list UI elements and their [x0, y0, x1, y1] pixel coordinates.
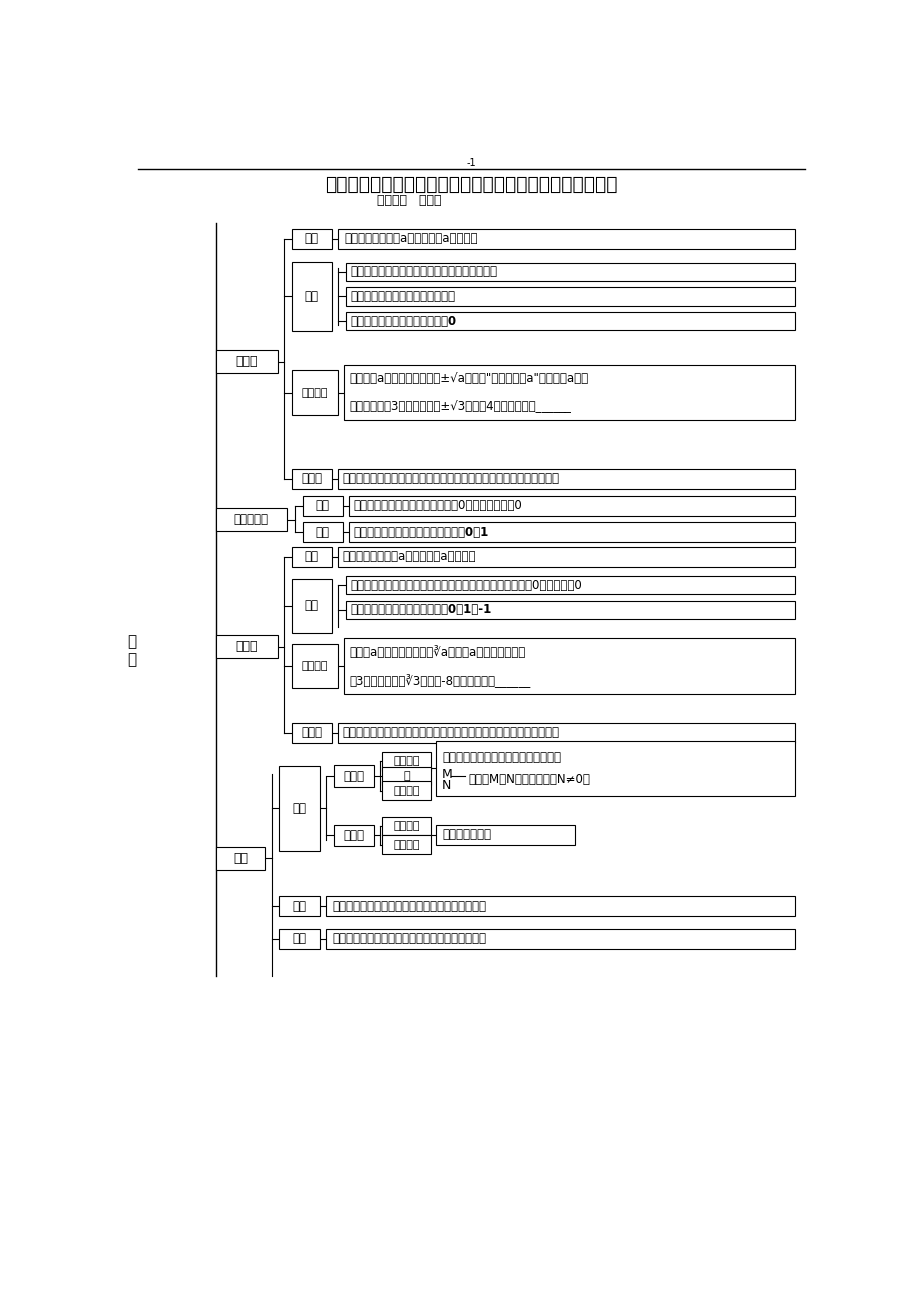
FancyBboxPatch shape [344, 638, 795, 694]
Text: 定义: 定义 [315, 500, 329, 512]
Text: -1: -1 [466, 158, 476, 168]
Text: 性质: 性质 [292, 900, 306, 913]
FancyBboxPatch shape [325, 896, 795, 917]
FancyBboxPatch shape [381, 781, 431, 799]
Text: 符号表示: 符号表示 [301, 388, 328, 397]
Text: 正无理数: 正无理数 [392, 822, 419, 831]
Text: 一个数的平方等于a，这个数叫a的平方根: 一个数的平方等于a，这个数叫a的平方根 [344, 232, 477, 245]
Text: 零: 零 [403, 771, 409, 781]
Text: 性质: 性质 [315, 526, 329, 539]
Text: 有理数: 有理数 [343, 769, 364, 783]
FancyBboxPatch shape [279, 928, 319, 949]
Text: 一个正数有正、负两个平方根，它们互为相反数: 一个正数有正、负两个平方根，它们互为相反数 [350, 266, 497, 279]
FancyBboxPatch shape [216, 635, 278, 659]
FancyBboxPatch shape [291, 723, 332, 743]
FancyBboxPatch shape [279, 896, 319, 917]
FancyBboxPatch shape [291, 262, 332, 331]
Text: 求一个数的平方根的运算叫做开平方，可用平方运算求一个数的平方根: 求一个数的平方根的运算叫做开平方，可用平方运算求一个数的平方根 [343, 473, 560, 486]
Text: 运算: 运算 [292, 932, 306, 945]
FancyBboxPatch shape [302, 522, 343, 542]
FancyBboxPatch shape [346, 575, 795, 595]
Text: 有理数的运算法则、运算律在实数范围内仍然适用: 有理数的运算法则、运算律在实数范围内仍然适用 [332, 932, 485, 945]
Text: 性质: 性质 [304, 599, 319, 612]
FancyBboxPatch shape [216, 846, 265, 870]
FancyBboxPatch shape [338, 547, 795, 566]
Text: 定义: 定义 [304, 551, 319, 564]
FancyBboxPatch shape [291, 579, 332, 633]
Text: 符号表示: 符号表示 [301, 661, 328, 671]
FancyBboxPatch shape [291, 643, 338, 689]
Text: 如3的立方根是：∛3，那么-8的立方根是：______: 如3的立方根是：∛3，那么-8的立方根是：______ [348, 673, 529, 687]
FancyBboxPatch shape [291, 547, 332, 566]
Text: 负有理数: 负有理数 [392, 785, 419, 796]
Text: 一个正数有一个正的立方根，一个负数有一个负的立方根，0的立方根是0: 一个正数有一个正的立方根，一个负数有一个负的立方根，0的立方根是0 [350, 578, 582, 591]
FancyBboxPatch shape [344, 365, 795, 421]
FancyBboxPatch shape [338, 469, 795, 488]
Text: 正有理数: 正有理数 [392, 756, 419, 767]
FancyBboxPatch shape [216, 508, 287, 531]
FancyBboxPatch shape [291, 370, 338, 415]
Text: 熟记：算术平方根等于它本身的数是0和1: 熟记：算术平方根等于它本身的数是0和1 [353, 526, 488, 539]
Text: 熟记：立方根等于它本身的数是0、1和-1: 熟记：立方根等于它本身的数是0、1和-1 [350, 603, 492, 616]
Text: 算术平方根: 算术平方根 [233, 513, 268, 526]
Text: 形式（M、N均为整数，且N≠0）: 形式（M、N均为整数，且N≠0） [468, 772, 590, 785]
Text: 实
数: 实 数 [128, 634, 136, 667]
Text: 一个数的立方等于a，这个数叫a的立方根: 一个数的立方等于a，这个数叫a的立方根 [343, 551, 476, 564]
FancyBboxPatch shape [302, 496, 343, 516]
FancyBboxPatch shape [381, 753, 431, 771]
Text: 实数的相反数、绝对值、倒数的意义与有理数一样: 实数的相反数、绝对值、倒数的意义与有理数一样 [332, 900, 485, 913]
FancyBboxPatch shape [346, 311, 795, 331]
Text: 定义: 定义 [304, 232, 319, 245]
Text: 零的平方根是零；负数没有平方根: 零的平方根是零；负数没有平方根 [350, 290, 455, 303]
Text: 熟记：平方根等于它本身的数是0: 熟记：平方根等于它本身的数是0 [350, 315, 456, 328]
FancyBboxPatch shape [381, 767, 431, 785]
FancyBboxPatch shape [338, 229, 795, 249]
FancyBboxPatch shape [279, 766, 319, 850]
FancyBboxPatch shape [291, 229, 332, 249]
Text: 求一个数的平方根的运算叫做开平方，可用平方运算求一个数的平方根: 求一个数的平方根的运算叫做开平方，可用平方运算求一个数的平方根 [343, 727, 560, 740]
FancyBboxPatch shape [338, 723, 795, 743]
FancyBboxPatch shape [346, 600, 795, 618]
FancyBboxPatch shape [436, 741, 795, 796]
FancyBboxPatch shape [381, 816, 431, 836]
Text: 开平方: 开平方 [301, 473, 322, 486]
FancyBboxPatch shape [334, 824, 373, 846]
FancyBboxPatch shape [348, 522, 795, 542]
Text: 新浙教版七年级上册数学第三章《实数》知识点及典型例题: 新浙教版七年级上册数学第三章《实数》知识点及典型例题 [325, 176, 617, 194]
Text: 平方根: 平方根 [235, 355, 257, 368]
FancyBboxPatch shape [291, 469, 332, 488]
Text: 性质: 性质 [304, 290, 319, 303]
FancyBboxPatch shape [346, 288, 795, 306]
FancyBboxPatch shape [334, 766, 373, 786]
Text: 被开方数。如3的平方根是：±√3，那么4的平方根是：______: 被开方数。如3的平方根是：±√3，那么4的平方根是：______ [348, 400, 571, 413]
Text: 一个数a的立方根表示成：∛a，其中a叫做被开方数。: 一个数a的立方根表示成：∛a，其中a叫做被开方数。 [348, 646, 525, 659]
Text: 开立方: 开立方 [301, 727, 322, 740]
Text: 实数: 实数 [233, 852, 248, 865]
Text: 分类: 分类 [292, 802, 306, 815]
Text: 立方根: 立方根 [235, 641, 257, 654]
Text: 负无理数: 负无理数 [392, 840, 419, 850]
Text: 无理数: 无理数 [343, 829, 364, 842]
FancyBboxPatch shape [436, 824, 574, 845]
FancyBboxPatch shape [216, 350, 278, 374]
Text: 正数的正平方根称为算术平方根，0的算术平方根是0: 正数的正平方根称为算术平方根，0的算术平方根是0 [353, 500, 522, 512]
Text: N: N [441, 779, 451, 792]
Text: 一个正数a的平方根表示成：±√a（读做"正、负根号a"），其中a叫做: 一个正数a的平方根表示成：±√a（读做"正、负根号a"），其中a叫做 [348, 372, 587, 385]
Text: M: M [441, 768, 452, 781]
Text: 有限小数或无限循环小数，都可以写成: 有限小数或无限循环小数，都可以写成 [441, 751, 561, 764]
FancyBboxPatch shape [348, 496, 795, 516]
FancyBboxPatch shape [346, 263, 795, 281]
FancyBboxPatch shape [381, 836, 431, 854]
FancyBboxPatch shape [325, 928, 795, 949]
Text: 无限不循环小数: 无限不循环小数 [441, 828, 491, 841]
Text: 知识框图   朱国林: 知识框图 朱国林 [377, 194, 441, 207]
